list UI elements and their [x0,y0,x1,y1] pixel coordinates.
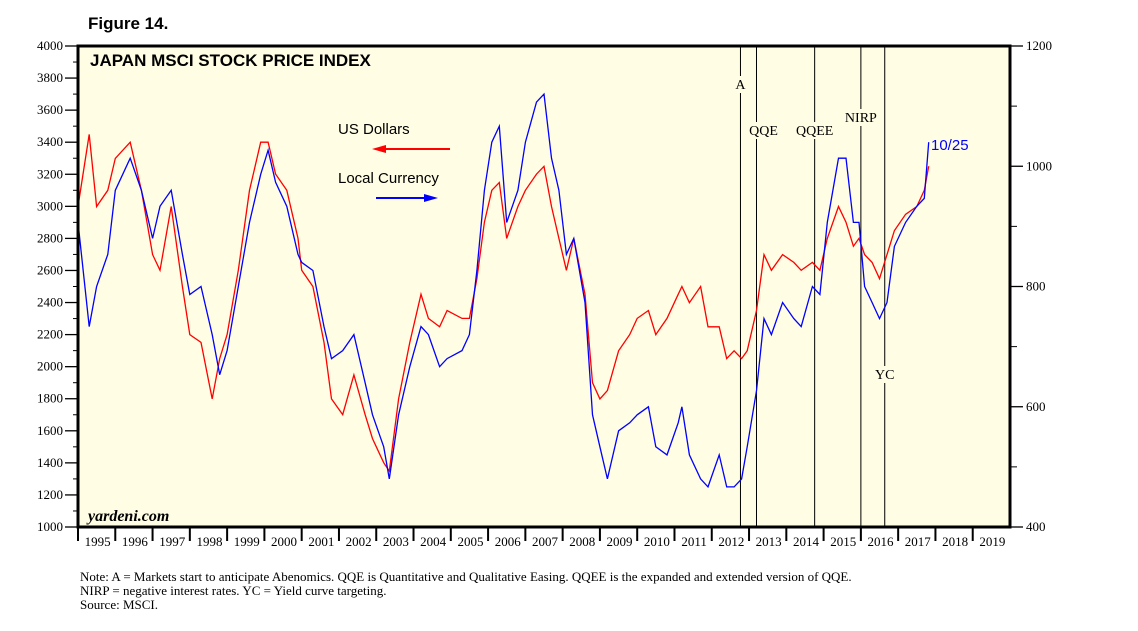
x-tick-label: 2003 [383,534,409,549]
note-line-2: NIRP = negative interest rates. YC = Yie… [80,583,387,598]
event-label-bg [733,76,747,93]
y-right-tick-label: 800 [1026,279,1046,294]
y-left-tick-label: 2400 [37,295,63,310]
event-label-bg [740,122,772,139]
x-tick-label: 2015 [830,534,856,549]
plot-frame [76,44,1012,529]
series-line-local-currency [77,92,930,489]
legend-label-us-dollars: US Dollars [338,121,410,138]
y-left-tick-label: 1800 [37,391,63,406]
x-tick-label: 2000 [271,534,297,549]
x-tick-label: 1997 [159,534,186,549]
x-tick-label: 2008 [569,534,595,549]
x-tick-label: 2009 [607,534,633,549]
event-label-yc: YC [875,368,894,383]
arrow-right-icon [424,194,438,202]
legend-label-local-currency: Local Currency [338,170,439,187]
last-date-label: 10/25 [931,137,969,154]
y-left-tick-label: 1600 [37,423,63,438]
x-tick-label: 2011 [681,534,707,549]
y-left-tick-label: 4000 [37,38,63,53]
y-right-tick-label: 600 [1026,399,1046,414]
chart-title: JAPAN MSCI STOCK PRICE INDEX [90,51,372,70]
x-tick-label: 1995 [85,534,111,549]
y-left-tick-label: 3800 [37,70,63,85]
x-tick-label: 2017 [905,534,932,549]
y-left-tick-label: 2000 [37,359,63,374]
event-label-bg [840,109,881,126]
y-right-tick-label: 1200 [1026,38,1052,53]
y-left-tick-label: 2600 [37,262,63,277]
x-tick-label: 2013 [756,534,782,549]
figure-label: Figure 14. [88,14,169,33]
x-tick-label: 1999 [234,534,260,549]
x-tick-label: 1996 [122,534,149,549]
watermark: yardeni.com [86,508,169,525]
event-label-bg [873,366,896,383]
notes: Note: A = Markets start to anticipate Ab… [80,570,852,612]
x-tick-label: 2012 [718,534,744,549]
x-tick-label: 2010 [644,534,670,549]
event-label-nirp: NIRP [845,111,877,126]
y-left-tick-label: 1400 [37,455,63,470]
y-left-tick-label: 3400 [37,134,63,149]
x-tick-label: 2018 [942,534,968,549]
note-line-1: Note: A = Markets start to anticipate Ab… [80,569,852,584]
y-left-tick-label: 3000 [37,198,63,213]
y-left-tick-label: 2200 [37,327,63,342]
x-tick-label: 1998 [196,534,222,549]
series-line-us-dollars [77,134,930,473]
y-right-tick-label: 400 [1026,519,1046,534]
event-label-bg [794,122,835,139]
x-tick-label: 2001 [308,534,334,549]
event-label-a: A [735,78,746,93]
x-tick-label: 2007 [532,534,559,549]
event-label-qqee: QQEE [796,124,833,139]
plot-background [78,46,1010,527]
x-tick-label: 2005 [457,534,483,549]
note-source: Source: MSCI. [80,597,158,612]
arrow-left-icon [372,145,386,153]
event-label-qqe: QQE [749,124,778,139]
x-tick-label: 2004 [420,534,447,549]
x-tick-label: 2006 [495,534,522,549]
y-left-tick-label: 1200 [37,487,63,502]
x-tick-label: 2016 [868,534,895,549]
y-left-tick-label: 1000 [37,519,63,534]
y-left-tick-label: 2800 [37,230,63,245]
y-right-tick-label: 1000 [1026,158,1052,173]
x-tick-label: 2019 [979,534,1005,549]
x-tick-label: 2014 [793,534,820,549]
y-left-tick-label: 3600 [37,102,63,117]
x-tick-label: 2002 [346,534,372,549]
y-left-tick-label: 3200 [37,166,63,181]
